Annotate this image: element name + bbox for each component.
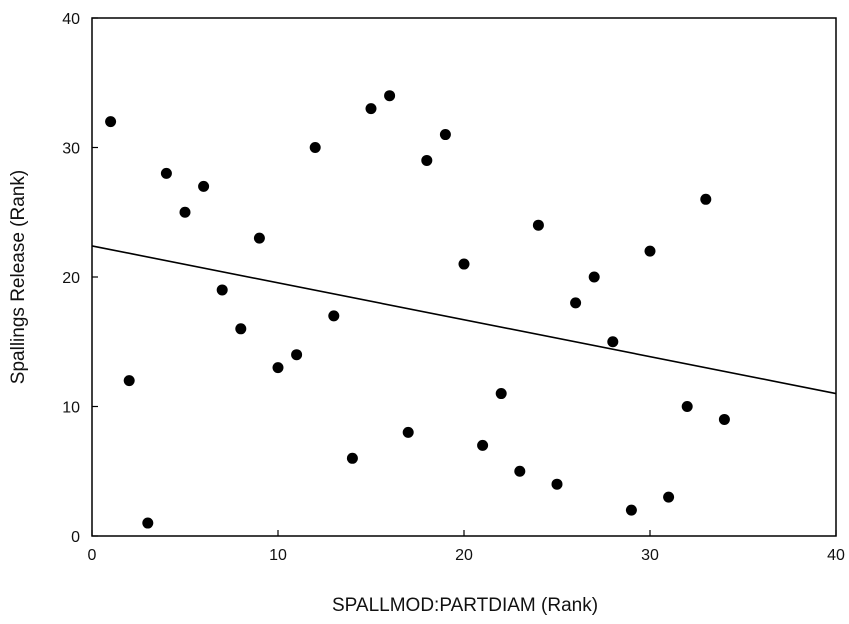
data-point <box>365 103 377 115</box>
plot-area <box>91 17 837 537</box>
data-point <box>607 336 619 348</box>
x-axis-title: SPALLMOD:PARTDIAM (Rank) <box>332 595 598 616</box>
data-point <box>458 258 470 270</box>
data-point <box>477 439 489 451</box>
data-point <box>663 491 675 503</box>
data-point <box>384 90 396 102</box>
data-point <box>346 452 358 464</box>
data-point <box>439 129 451 141</box>
data-point <box>142 517 154 529</box>
y-axis-ticks: 0 10 20 30 40 <box>62 11 98 546</box>
x-tick-label: 20 <box>455 547 473 564</box>
x-tick-label: 40 <box>827 547 845 564</box>
plot-frame <box>91 17 837 537</box>
data-point <box>198 180 210 192</box>
data-point <box>123 375 135 387</box>
y-tick-label: 30 <box>62 141 80 158</box>
y-tick-label: 40 <box>62 11 80 28</box>
regression-line <box>91 245 837 395</box>
y-tick-label: 0 <box>71 529 80 546</box>
data-point <box>216 284 228 296</box>
data-point <box>495 388 507 400</box>
x-axis-ticks: 0 10 20 30 40 <box>88 530 845 564</box>
data-point <box>532 219 544 231</box>
data-point <box>625 504 637 516</box>
data-point <box>253 232 265 244</box>
data-points <box>105 90 730 529</box>
data-point <box>588 271 600 283</box>
data-point <box>700 193 712 205</box>
data-point <box>235 323 247 335</box>
data-point <box>179 206 191 218</box>
y-axis-title: Spallings Release (Rank) <box>8 170 29 384</box>
y-tick-label: 10 <box>62 400 80 417</box>
data-point <box>402 426 414 438</box>
data-point <box>421 154 433 166</box>
data-point <box>514 465 526 477</box>
data-point <box>551 478 563 490</box>
data-point <box>328 310 340 322</box>
data-point <box>309 142 321 153</box>
fit-line-group <box>91 245 837 395</box>
x-tick-label: 0 <box>88 547 97 564</box>
data-point <box>272 362 284 374</box>
x-tick-label: 10 <box>269 547 287 564</box>
data-point <box>105 116 117 128</box>
data-point <box>291 349 303 361</box>
x-tick-label: 30 <box>641 547 659 564</box>
data-point <box>160 167 172 179</box>
data-point <box>570 297 582 309</box>
data-point <box>681 401 693 412</box>
data-point <box>644 245 656 257</box>
data-point <box>718 413 730 425</box>
y-tick-label: 20 <box>62 270 80 287</box>
